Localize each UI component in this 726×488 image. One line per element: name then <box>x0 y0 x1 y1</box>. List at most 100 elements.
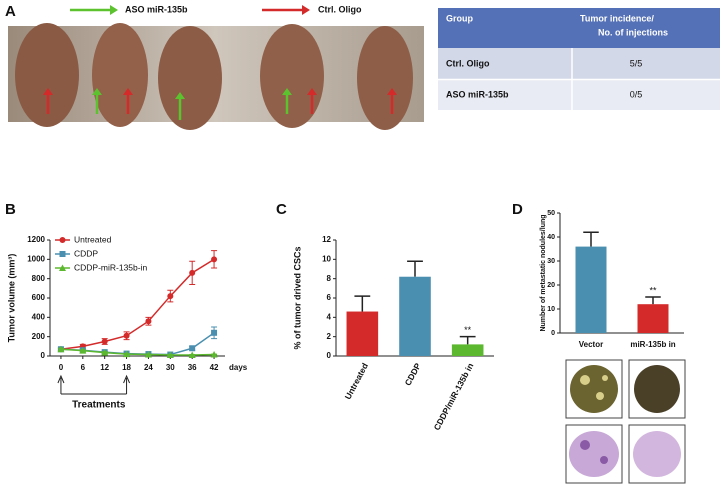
error-bar <box>459 335 476 345</box>
bar <box>637 304 669 333</box>
legend-label: CDDP <box>74 248 98 258</box>
y-tick-label: 600 <box>32 293 46 302</box>
series-line <box>60 258 215 350</box>
marker <box>57 345 65 353</box>
arrow-head <box>123 88 133 95</box>
y-tick-label: 30 <box>547 258 555 265</box>
table-row <box>438 48 720 79</box>
y-tick-label: 4 <box>327 312 332 321</box>
legend-label: Untreated <box>74 234 112 244</box>
marker <box>79 347 87 354</box>
x-tick-label: 24 <box>144 363 153 372</box>
marker <box>188 351 196 359</box>
y-tick-label: 10 <box>547 306 555 313</box>
x-tick-label: 12 <box>100 363 109 372</box>
lung-photos <box>565 359 686 484</box>
table-cell: 5/5 <box>630 58 643 68</box>
table-header-cell: No. of injections <box>598 27 668 37</box>
marker <box>144 351 152 358</box>
x-tick-label: 30 <box>166 363 175 372</box>
y-tick-label: 400 <box>32 312 46 321</box>
arrow-head <box>92 88 102 95</box>
error-bar <box>407 260 423 277</box>
mice-photo <box>8 23 424 130</box>
y-tick-label: 8 <box>327 274 332 283</box>
marker <box>211 256 218 263</box>
y-tick-label: 20 <box>547 282 555 289</box>
arrow-head <box>123 374 131 384</box>
x-tick-label: miR-135b in <box>630 340 675 349</box>
x-tick-label: 42 <box>210 363 219 372</box>
arrow-head <box>57 374 65 384</box>
bar <box>575 246 607 333</box>
x-tick-label: 18 <box>122 363 131 372</box>
panel-letter: C <box>276 201 287 218</box>
arrow-head <box>43 88 53 95</box>
marker <box>189 345 196 352</box>
y-tick-label: 40 <box>547 234 555 241</box>
y-tick-label: 50 <box>547 210 555 217</box>
arrow-head <box>175 92 185 99</box>
bar <box>399 276 431 356</box>
arrow-head <box>110 5 118 15</box>
bar <box>451 344 484 356</box>
marker <box>166 351 174 359</box>
marker <box>59 264 66 271</box>
x-tick-label: Untreated <box>343 361 370 401</box>
y-tick-label: 6 <box>327 293 332 302</box>
y-tick-label: 2 <box>327 332 332 341</box>
annotation: ** <box>649 285 657 295</box>
legend-label: ASO miR-135b <box>125 4 188 14</box>
marker <box>59 251 66 257</box>
x-tick-label: 6 <box>81 363 86 372</box>
y-tick-label: 0 <box>41 351 46 360</box>
arrow-head <box>387 88 397 95</box>
table-cell: 0/5 <box>630 89 643 99</box>
x-tick-label: CDDP/miR-135b in <box>432 361 476 432</box>
panel-letter: D <box>512 201 523 218</box>
marker <box>210 351 218 358</box>
arrow-head <box>282 88 292 95</box>
arrow-head <box>302 5 310 15</box>
panel-letter: B <box>5 201 16 218</box>
y-tick-label: 0 <box>327 351 332 360</box>
x-axis-label: days <box>229 363 248 372</box>
series-line <box>60 348 215 356</box>
photo-arrows: ASO miR-135b Ctrl. Oligo <box>43 4 397 120</box>
y-tick-label: 200 <box>32 332 46 341</box>
marker <box>145 318 152 325</box>
marker <box>59 237 66 243</box>
table-cell: Ctrl. Oligo <box>446 58 490 68</box>
error-bar <box>583 231 599 247</box>
annotation: ** <box>464 325 472 335</box>
x-tick-label: CDDP <box>403 361 423 387</box>
marker <box>211 329 218 336</box>
table-header <box>438 8 720 48</box>
y-tick-label: 1000 <box>27 254 45 263</box>
x-tick-label: 0 <box>59 363 64 372</box>
annotation: Treatments <box>72 400 126 411</box>
y-axis-label: % of tumor drived CSCs <box>292 246 302 349</box>
legend-label: Ctrl. Oligo <box>318 4 362 14</box>
table: Group Tumor incidence/No. of injections Ct… <box>438 8 720 110</box>
x-tick-label: Vector <box>579 340 603 349</box>
table-row <box>438 80 720 110</box>
legend-label: CDDP-miR-135b-in <box>74 262 147 272</box>
y-tick-label: 12 <box>322 235 331 244</box>
error-bar <box>645 296 661 305</box>
marker <box>101 349 109 356</box>
y-tick-label: 800 <box>32 274 46 283</box>
table-header-cell: Group <box>446 13 473 23</box>
y-tick-label: 1200 <box>27 235 45 244</box>
y-axis-label: Tumor volume (mm³) <box>6 254 16 343</box>
bar <box>346 311 379 356</box>
marker <box>123 350 131 358</box>
y-tick-label: 10 <box>322 254 331 263</box>
y-tick-label: 0 <box>551 330 555 337</box>
y-axis-label: Number of metastatic nodules/lung <box>540 214 547 331</box>
marker <box>101 338 108 345</box>
table-header-cell: Tumor incidence/ <box>580 13 654 23</box>
error-bar <box>354 295 371 312</box>
x-tick-label: 36 <box>188 363 197 372</box>
